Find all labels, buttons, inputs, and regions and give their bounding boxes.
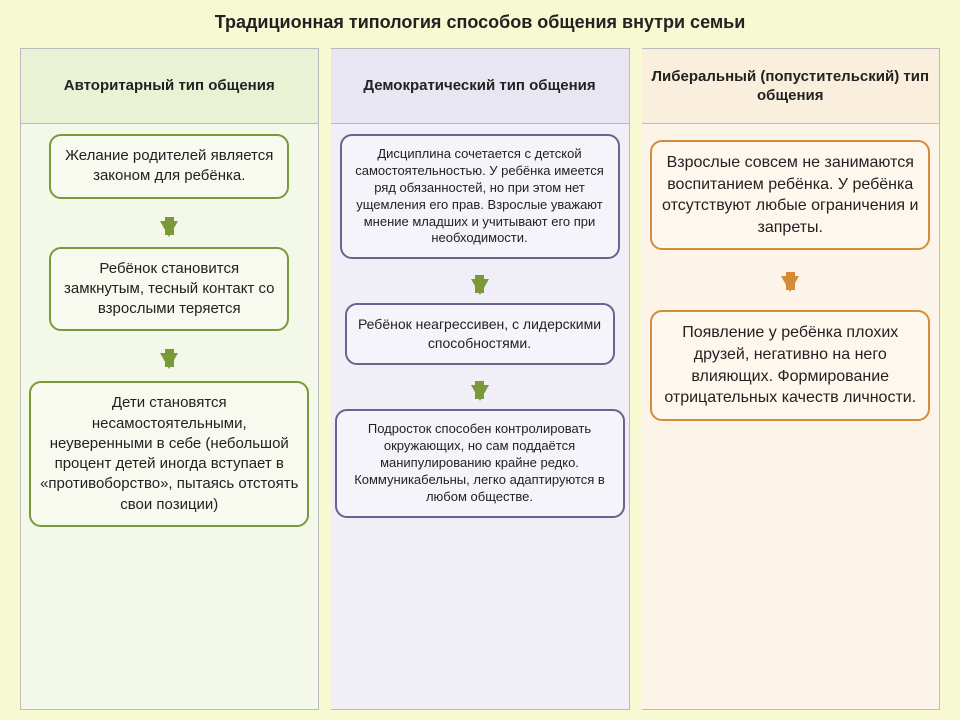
arrow-icon	[160, 221, 178, 237]
col1-box-1: Желание родителей является законом для р…	[49, 134, 289, 199]
col1-box-2: Ребёнок становится замкнутым, тесный кон…	[49, 247, 289, 332]
col3-box-1: Взрослые совсем не занимаются воспитание…	[650, 140, 930, 250]
arrow-icon	[160, 353, 178, 369]
column-democratic: Демократический тип общения Дисциплина с…	[325, 48, 636, 710]
arrow-icon	[781, 276, 799, 292]
column-authoritarian: Авторитарный тип общения Желание родител…	[14, 48, 325, 710]
typology-grid: Авторитарный тип общения Желание родител…	[14, 48, 946, 710]
column-liberal: Либеральный (попустительский) тип общени…	[636, 48, 947, 710]
col2-box-3: Подросток способен контролировать окружа…	[335, 409, 625, 517]
col2-box-2: Ребёнок неагрессивен, с лидерскими спосо…	[345, 303, 615, 365]
col3-box-2: Появление у ребёнка плохих друзей, негат…	[650, 310, 930, 420]
col1-body: Желание родителей является законом для р…	[20, 124, 319, 710]
col1-header: Авторитарный тип общения	[20, 48, 319, 124]
page-title: Традиционная типология способов общения …	[0, 0, 960, 43]
arrow-icon	[471, 385, 489, 401]
col3-header: Либеральный (попустительский) тип общени…	[642, 48, 941, 124]
col2-box-1: Дисциплина сочетается с детской самостоя…	[340, 134, 620, 259]
arrow-icon	[471, 279, 489, 295]
col3-body: Взрослые совсем не занимаются воспитание…	[642, 124, 941, 710]
col1-box-3: Дети становятся несамостоятельными, неув…	[29, 381, 309, 527]
col2-body: Дисциплина сочетается с детской самостоя…	[331, 124, 630, 710]
col2-header: Демократический тип общения	[331, 48, 630, 124]
